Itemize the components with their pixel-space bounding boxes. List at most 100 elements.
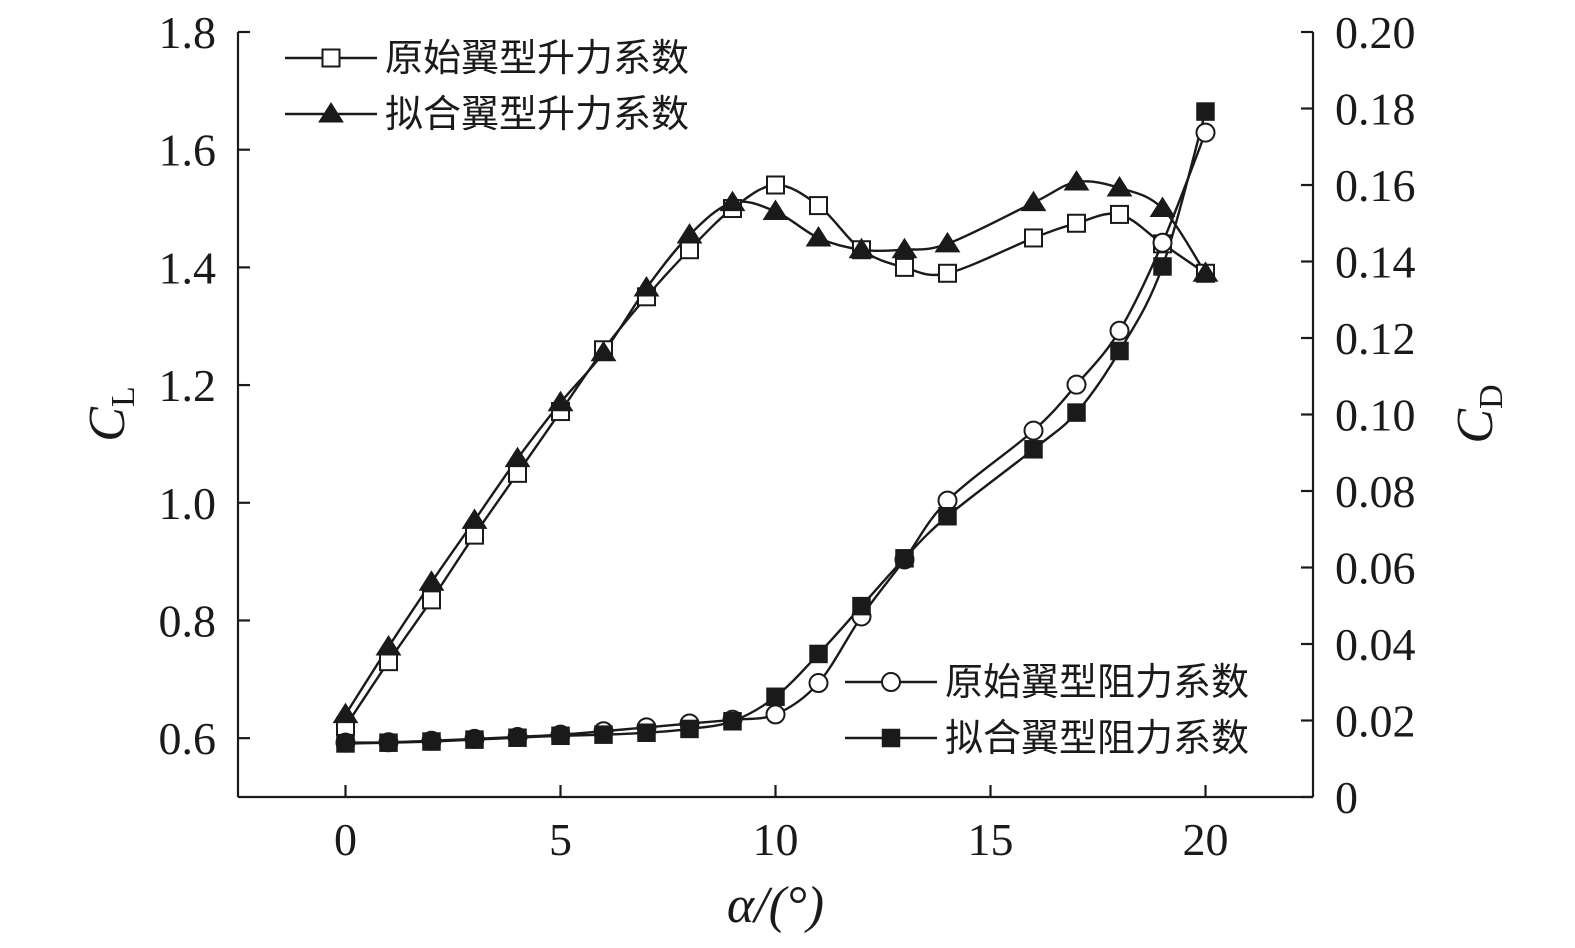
data-point: [1024, 440, 1043, 459]
data-point: [895, 549, 914, 568]
data-point: [332, 702, 359, 724]
data-point: [938, 263, 957, 283]
data-point: [1153, 257, 1172, 276]
data-point: [852, 596, 871, 616]
x-axis-title: α/(°): [727, 877, 824, 934]
data-point: [1152, 232, 1173, 253]
data-point: [938, 506, 957, 526]
data-point: [508, 728, 527, 747]
data-point: [422, 732, 441, 751]
data-point: [547, 390, 574, 412]
data-point: [723, 712, 742, 731]
data-point: [551, 726, 570, 746]
data-point: [848, 237, 875, 259]
data-point: [465, 525, 484, 545]
y-right-tick-label: 0.06: [1335, 543, 1416, 594]
y-right-tick-label: 0.18: [1335, 84, 1416, 135]
x-tick-label: 5: [549, 814, 572, 865]
y-left-tick-label: 1.4: [159, 242, 217, 293]
y-left-tick-label: 0.8: [159, 595, 217, 646]
y-left-axis-title: CL: [79, 386, 142, 441]
data-point: [590, 340, 617, 362]
data-point: [765, 704, 786, 725]
legend-label: 原始翼型阻力系数: [945, 660, 1249, 704]
legend-label: 原始翼型升力系数: [385, 36, 689, 80]
y-right-axis-title-main: C: [1447, 408, 1504, 444]
data-point: [508, 463, 527, 483]
x-tick-label: 0: [334, 814, 357, 865]
series-markers-1: [332, 170, 1219, 724]
legend-label: 拟合翼型阻力系数: [945, 716, 1249, 760]
data-point: [891, 237, 918, 259]
y-left-tick-label: 1.0: [159, 478, 217, 529]
y-right-tick-label: 0.20: [1335, 7, 1416, 58]
data-point: [1109, 320, 1130, 341]
y-right-tick-label: 0.08: [1335, 466, 1416, 517]
y-left-axis-title-sub: L: [105, 386, 142, 407]
data-point: [766, 687, 785, 707]
y-left-axis-title-main: C: [79, 406, 136, 442]
data-point: [1023, 420, 1044, 441]
data-point: [1149, 196, 1176, 218]
data-point: [1196, 102, 1215, 121]
x-tick-label: 20: [1183, 814, 1229, 865]
legend-marker: [881, 672, 901, 692]
y-left-tick-label: 1.2: [159, 360, 217, 411]
data-point: [1106, 176, 1133, 197]
x-tick-label: 15: [968, 814, 1014, 865]
data-point: [805, 226, 832, 247]
data-point: [1020, 190, 1047, 212]
data-point: [336, 734, 355, 753]
axes: 0 5 10 15 20 0.6 0.8 1.0 1.2 1.4 1.6 1.8 0 0.02 0.04 0.…: [159, 7, 1416, 865]
data-point: [379, 733, 398, 752]
y-left-tick-label: 1.6: [159, 125, 217, 176]
y-right-tick-label: 0.12: [1335, 313, 1416, 364]
data-point: [809, 644, 828, 664]
data-point: [379, 652, 398, 672]
y-right-tick-label: 0.16: [1335, 160, 1416, 211]
data-point: [937, 490, 958, 511]
series-markers-3: [336, 102, 1215, 753]
data-point: [676, 223, 703, 244]
data-point: [594, 725, 613, 744]
legend-marker: [321, 48, 341, 68]
y-right-tick-label: 0: [1335, 772, 1358, 823]
data-point: [504, 446, 531, 468]
y-right-tick-label: 0.14: [1335, 237, 1416, 288]
data-point: [637, 723, 656, 742]
data-point: [461, 508, 488, 529]
data-point: [1063, 170, 1090, 191]
data-point: [1067, 213, 1086, 233]
y-left-tick-label: 1.8: [159, 7, 217, 58]
y-right-tick-label: 0.10: [1335, 390, 1416, 441]
data-point: [1195, 122, 1216, 143]
series-markers-0: [336, 175, 1215, 736]
y-right-tick-label: 0.02: [1335, 696, 1416, 747]
series-markers: [332, 102, 1219, 753]
data-point: [1110, 204, 1129, 224]
data-point: [719, 190, 746, 212]
data-point: [766, 175, 785, 195]
data-point: [1067, 403, 1086, 422]
data-point: [762, 199, 789, 220]
series-line-1: [344, 180, 1207, 716]
data-point: [934, 231, 961, 253]
y-right-tick-label: 0.04: [1335, 619, 1416, 670]
legend-label: 拟合翼型升力系数: [385, 92, 689, 136]
data-point: [680, 240, 699, 260]
x-tick-label: 10: [753, 814, 799, 865]
y-right-axis-title: CD: [1447, 384, 1510, 443]
series-line-0: [344, 183, 1207, 728]
data-point: [418, 570, 445, 591]
data-point: [1024, 228, 1043, 248]
data-point: [809, 196, 828, 216]
data-point: [1110, 341, 1129, 361]
y-right-axis-title-sub: D: [1473, 384, 1510, 409]
data-point: [680, 719, 699, 739]
data-point: [1192, 261, 1219, 282]
